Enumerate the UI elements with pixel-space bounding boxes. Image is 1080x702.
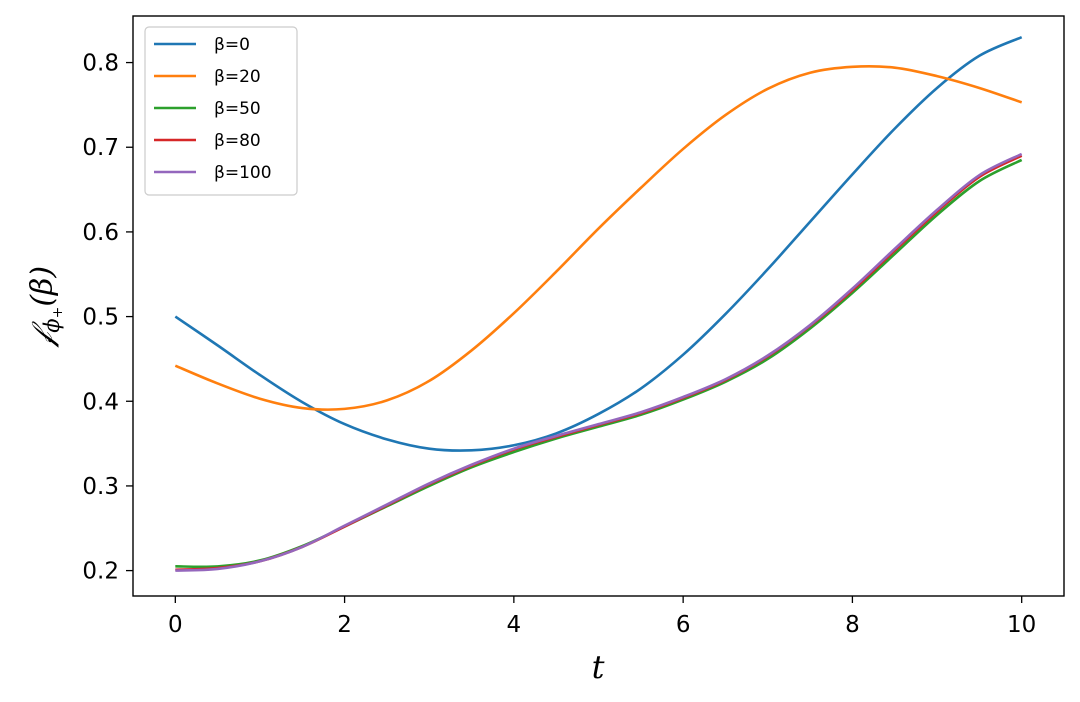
legend-items: β=0 β=20 β=50 β=80 β=100 <box>154 35 272 183</box>
x-tick-label: 0 <box>168 612 183 638</box>
x-axis-label: t <box>592 648 605 686</box>
legend-label: β=80 <box>214 131 261 151</box>
x-tick-label: 4 <box>507 612 522 638</box>
x-tick-label: 8 <box>845 612 860 638</box>
y-tick-label: 0.5 <box>82 305 119 331</box>
legend-label: β=100 <box>214 163 272 183</box>
plot-frame <box>132 15 1065 597</box>
legend-label: β=0 <box>214 35 250 55</box>
y-axis-label: 𝒻ϕ+(β) <box>25 266 66 348</box>
x-ticks: 0 2 4 6 8 10 <box>168 596 1036 638</box>
x-tick-label: 10 <box>1007 612 1036 638</box>
y-tick-label: 0.3 <box>82 474 119 500</box>
y-tick-label: 0.7 <box>82 135 119 161</box>
series-layer <box>174 35 1023 572</box>
legend-label: β=20 <box>214 67 261 87</box>
y-ticks: 0.2 0.3 0.4 0.5 0.6 0.7 0.8 <box>82 51 133 585</box>
y-label-beta: (β) <box>25 266 60 307</box>
legend: β=0 β=20 β=50 β=80 β=100 <box>144 26 298 196</box>
y-tick-label: 0.4 <box>82 389 119 415</box>
y-tick-label: 0.8 <box>82 51 119 77</box>
series-line-1 <box>174 64 1023 411</box>
y-tick-label: 0.6 <box>82 220 119 246</box>
x-tick-label: 6 <box>676 612 691 638</box>
legend-box <box>144 26 298 196</box>
x-tick-label: 2 <box>337 612 352 638</box>
y-label-phi: ϕ <box>40 318 64 332</box>
series-line-4 <box>175 152 1023 572</box>
y-tick-label: 0.2 <box>82 559 119 585</box>
y-label-plus: + <box>50 307 66 319</box>
svg-text:𝒻ϕ+(β): 𝒻ϕ+(β) <box>25 266 66 348</box>
legend-label: β=50 <box>214 99 261 119</box>
